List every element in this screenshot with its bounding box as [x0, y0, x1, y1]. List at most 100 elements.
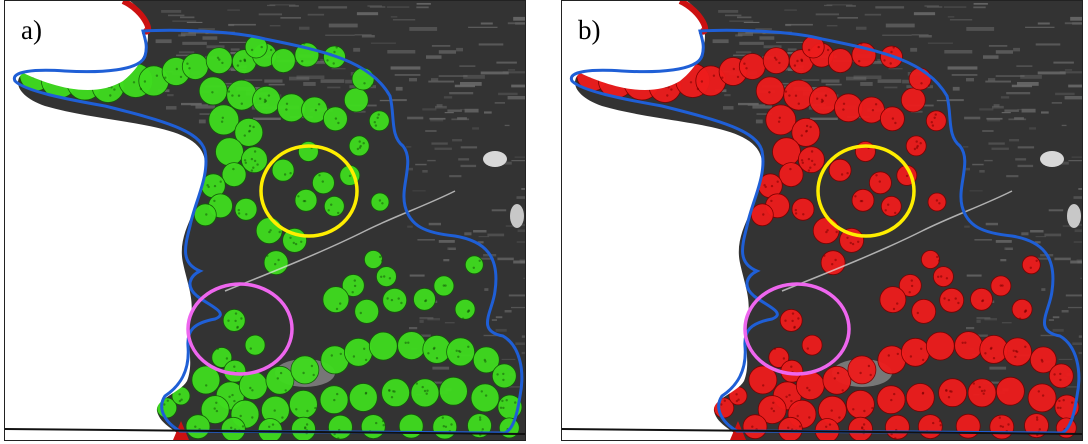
cluster-blob [413, 287, 436, 311]
cluster-blob [932, 266, 954, 288]
cluster-blob [370, 192, 390, 212]
cluster-blob [920, 250, 940, 269]
cluster-blob [797, 146, 825, 174]
cluster-blob [363, 250, 383, 269]
cluster-blob [220, 416, 246, 440]
cluster-blob [438, 376, 468, 406]
cluster-blob [795, 371, 825, 401]
cluster-blob [397, 331, 427, 361]
cluster-blob [967, 378, 997, 408]
cluster-blob [779, 308, 803, 332]
cluster-blob [1048, 363, 1074, 389]
cluster-blob [908, 67, 932, 91]
study-area-boundary [569, 28, 1081, 435]
cluster-blob [348, 383, 378, 412]
cluster-blob [939, 287, 965, 313]
cluster-blob [755, 76, 785, 106]
cluster-blob [900, 337, 930, 367]
panel-label-a: a) [21, 15, 42, 45]
water-area [5, 1, 206, 440]
cluster-blob [827, 48, 853, 73]
cluster-blob [191, 365, 221, 395]
cluster-blob [848, 416, 873, 440]
cluster-blob [778, 162, 804, 188]
cluster-blob [368, 331, 398, 361]
lake-spot [483, 151, 507, 167]
cluster-blob [812, 217, 840, 245]
cluster-blob [898, 274, 922, 297]
cluster-blob [343, 337, 373, 367]
cluster-blob [917, 414, 943, 440]
cluster-layer [19, 35, 523, 440]
lake-spot [1040, 151, 1064, 167]
lake-spot [1067, 204, 1081, 228]
cluster-blob [290, 355, 320, 385]
cluster-layer [576, 35, 1080, 440]
cluster-blob [271, 158, 295, 182]
cluster-blob [185, 414, 211, 440]
cluster-blob [1021, 255, 1041, 275]
cluster-blob [323, 195, 345, 217]
cluster-blob [879, 286, 907, 314]
cluster-blob [847, 355, 877, 385]
cluster-blob [884, 414, 910, 440]
cluster-blob [270, 48, 296, 73]
cluster-blob [343, 87, 369, 113]
cluster-blob [970, 287, 993, 311]
cluster-blob [382, 287, 408, 313]
cluster-blob [294, 188, 318, 212]
cluster-blob [783, 79, 815, 111]
river-line [781, 190, 1013, 292]
cluster-blob [360, 414, 386, 440]
cluster-blob [955, 413, 981, 439]
cluster-blob [234, 197, 258, 221]
cluster-blob [738, 53, 766, 80]
cluster-blob [470, 383, 500, 413]
highlight-circle-upper [816, 144, 916, 238]
cluster-blob [181, 53, 209, 80]
cluster-blob [772, 137, 801, 167]
cluster-blob [288, 389, 318, 419]
map-image-a [5, 1, 525, 440]
cluster-blob [1027, 383, 1057, 413]
cluster-blob [938, 378, 968, 408]
cluster-blob [472, 346, 500, 374]
cluster-blob [768, 347, 790, 368]
study-area-boundary [12, 28, 524, 435]
map-panel-b: b) [561, 0, 1083, 441]
cluster-blob [905, 383, 935, 412]
cluster-blob [322, 286, 350, 314]
cluster-blob [291, 416, 316, 440]
cluster-blob [410, 378, 440, 408]
cluster-blob [226, 79, 258, 111]
cluster-blob [1029, 346, 1057, 374]
highlight-circle-lower [186, 282, 294, 376]
cluster-blob [822, 365, 852, 395]
panel-label-b: b) [578, 15, 601, 45]
cluster-blob [398, 413, 424, 439]
cluster-blob [801, 334, 823, 356]
cluster-blob [820, 250, 846, 276]
cluster-blob [348, 135, 370, 157]
cluster-blob [351, 67, 375, 91]
cluster-blob [244, 334, 266, 356]
cluster-blob [464, 255, 484, 275]
cluster-blob [911, 298, 937, 324]
cluster-blob [221, 162, 247, 188]
cluster-blob [880, 195, 902, 217]
cluster-blob [828, 158, 852, 182]
cluster-blob [238, 371, 268, 401]
water-area [562, 1, 763, 440]
cluster-blob [748, 365, 778, 395]
lake-spot [510, 204, 524, 228]
bottom-edge-line [5, 428, 525, 435]
map-image-b [562, 1, 1082, 440]
cluster-blob [900, 87, 926, 113]
cluster-blob [814, 418, 840, 440]
cluster-blob [491, 363, 517, 389]
cluster-blob [211, 347, 233, 368]
cluster-blob [368, 110, 390, 132]
cluster-blob [255, 217, 283, 245]
cluster-blob [215, 137, 244, 167]
cluster-blob [454, 298, 476, 320]
